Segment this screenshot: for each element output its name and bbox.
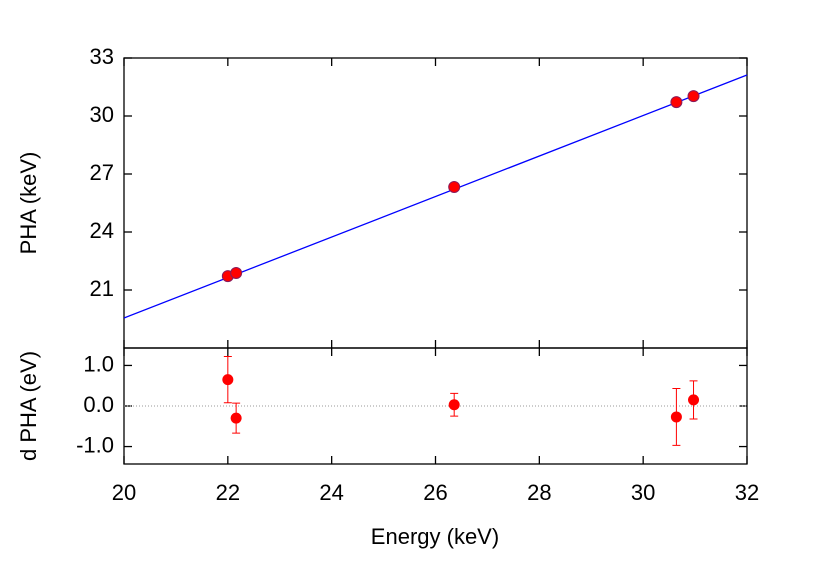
data-point — [670, 96, 683, 109]
y-tick-label: 30 — [90, 102, 114, 127]
x-tick-label: 28 — [527, 480, 551, 505]
y-tick-label: 33 — [90, 44, 114, 69]
y-tick-label: -1.0 — [76, 432, 114, 457]
x-tick-label: 30 — [631, 480, 655, 505]
data-point — [230, 412, 242, 424]
y-axis-label: PHA (keV) — [16, 152, 41, 255]
x-tick-label: 20 — [112, 480, 136, 505]
data-point — [222, 374, 234, 386]
y-tick-label: 21 — [90, 276, 114, 301]
y-axis-label: d PHA (eV) — [16, 351, 41, 461]
data-point — [670, 411, 682, 423]
data-point — [687, 90, 700, 103]
data-point — [688, 394, 700, 406]
y-tick-label: 27 — [90, 160, 114, 185]
fit-line — [123, 74, 748, 319]
data-point — [230, 266, 243, 279]
data-point — [448, 180, 461, 193]
x-axis-label: Energy (keV) — [371, 524, 499, 549]
y-tick-label: 24 — [90, 218, 114, 243]
y-tick-label: 0.0 — [83, 392, 114, 417]
x-tick-label: 24 — [319, 480, 343, 505]
top-frame — [123, 57, 748, 349]
y-tick-label: 1.0 — [83, 351, 114, 376]
x-tick-label: 22 — [216, 480, 240, 505]
x-tick-label: 32 — [735, 480, 759, 505]
x-tick-label: 26 — [423, 480, 447, 505]
data-point — [448, 399, 460, 411]
